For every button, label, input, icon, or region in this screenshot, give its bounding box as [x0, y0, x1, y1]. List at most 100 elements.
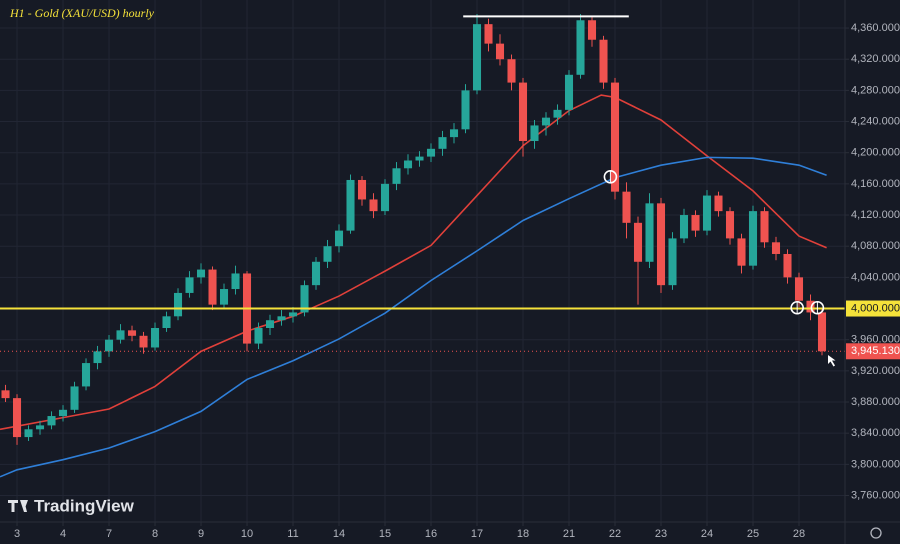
candle-body: [633, 222, 643, 262]
candle-body: [484, 24, 493, 44]
y-tick-label: 4,120.000: [851, 209, 900, 221]
plot: [0, 14, 845, 478]
candle-body: [656, 203, 666, 286]
candle-body: [231, 273, 240, 290]
candle-body: [277, 316, 286, 321]
y-tick-label: 3,880.000: [851, 396, 900, 408]
candle-body: [334, 230, 344, 247]
x-tick-label: 21: [563, 528, 575, 540]
candle-body: [162, 316, 171, 329]
candle-body: [702, 195, 712, 231]
candle-body: [93, 351, 102, 364]
candle-body: [449, 129, 459, 138]
candle-body: [139, 335, 148, 348]
candle-body: [760, 211, 769, 243]
candle-body: [679, 215, 689, 239]
x-tick-label: 14: [333, 528, 345, 540]
candle-body: [530, 125, 539, 142]
candle-body: [323, 246, 332, 262]
last-price-label: 3,945.130: [851, 345, 900, 357]
x-tick-label: 10: [241, 528, 253, 540]
candle-body: [691, 215, 700, 231]
candle-body: [185, 277, 194, 293]
candle-body: [714, 195, 723, 212]
candle-body: [622, 191, 631, 223]
candle-body: [47, 416, 56, 426]
y-tick-label: 3,840.000: [851, 427, 900, 439]
level-label-bg: [846, 300, 900, 317]
y-tick-label: 4,320.000: [851, 53, 900, 65]
candle-body: [24, 429, 33, 438]
x-tick-label: 8: [152, 528, 158, 540]
x-tick-label: 25: [747, 528, 759, 540]
candle-body: [1, 390, 10, 399]
candle-body: [208, 269, 217, 305]
x-tick-label: 16: [425, 528, 437, 540]
candle-body: [392, 168, 401, 184]
x-tick-label: 23: [655, 528, 667, 540]
candle-body: [196, 269, 206, 278]
candle-body: [265, 320, 275, 329]
candle-body: [150, 328, 160, 348]
candle-body: [311, 261, 321, 286]
candle-body: [438, 137, 447, 149]
candle-body: [495, 43, 505, 60]
candle-body: [794, 277, 804, 301]
candle-body: [415, 156, 424, 161]
x-tick-label: 15: [379, 528, 391, 540]
candle-body: [288, 312, 298, 317]
y-tick-label: 4,200.000: [851, 147, 900, 159]
candle-body: [403, 160, 413, 169]
level-label: 4,000.000: [851, 302, 900, 314]
moving-average: [0, 94, 827, 431]
x-tick-label: 3: [14, 528, 20, 540]
candle-body: [35, 425, 45, 430]
candle-body: [748, 211, 758, 266]
y-tick-label: 3,800.000: [851, 458, 900, 470]
moving-average: [0, 156, 827, 478]
last-price-bg: [846, 343, 900, 360]
candle-body: [346, 179, 355, 231]
candle-body: [127, 330, 137, 336]
y-tick-label: 4,160.000: [851, 178, 900, 190]
y-tick-label: 4,240.000: [851, 115, 900, 127]
x-tick-label: 9: [198, 528, 204, 540]
candle-body: [81, 363, 91, 387]
candle-body: [104, 339, 114, 352]
x-tick-label: 11: [287, 528, 298, 540]
x-tick-label: 17: [471, 528, 483, 540]
candle-body: [817, 312, 827, 352]
candle-body: [668, 238, 677, 286]
candle-body: [725, 211, 735, 239]
candle-body: [553, 109, 562, 118]
candle-body: [300, 285, 309, 313]
y-tick-label: 3,960.000: [851, 334, 900, 346]
candle-body: [599, 39, 608, 83]
candle-body: [219, 289, 229, 305]
candle-body: [564, 74, 574, 110]
brand-icon: [8, 500, 28, 512]
candle-body: [116, 330, 125, 340]
x-tick-label: 24: [701, 528, 713, 540]
x-tick-label: 4: [60, 528, 66, 540]
candle-body: [70, 386, 79, 410]
y-tick-label: 4,280.000: [851, 84, 900, 96]
candle-body: [783, 253, 792, 278]
candle-body: [587, 20, 597, 40]
settings-icon[interactable]: [870, 527, 882, 539]
y-tick-label: 4,080.000: [851, 240, 900, 252]
candle-body: [541, 117, 551, 126]
x-tick-label: 7: [106, 528, 112, 540]
candle-body: [254, 328, 263, 344]
candle-body: [806, 300, 815, 313]
candle-body: [518, 82, 528, 142]
chart-title: H1 - Gold (XAU/USD) hourly: [9, 6, 155, 20]
candle-body: [610, 82, 620, 192]
candle-body: [173, 292, 183, 317]
candle-body: [12, 398, 22, 438]
x-tick-label: 18: [517, 528, 529, 540]
